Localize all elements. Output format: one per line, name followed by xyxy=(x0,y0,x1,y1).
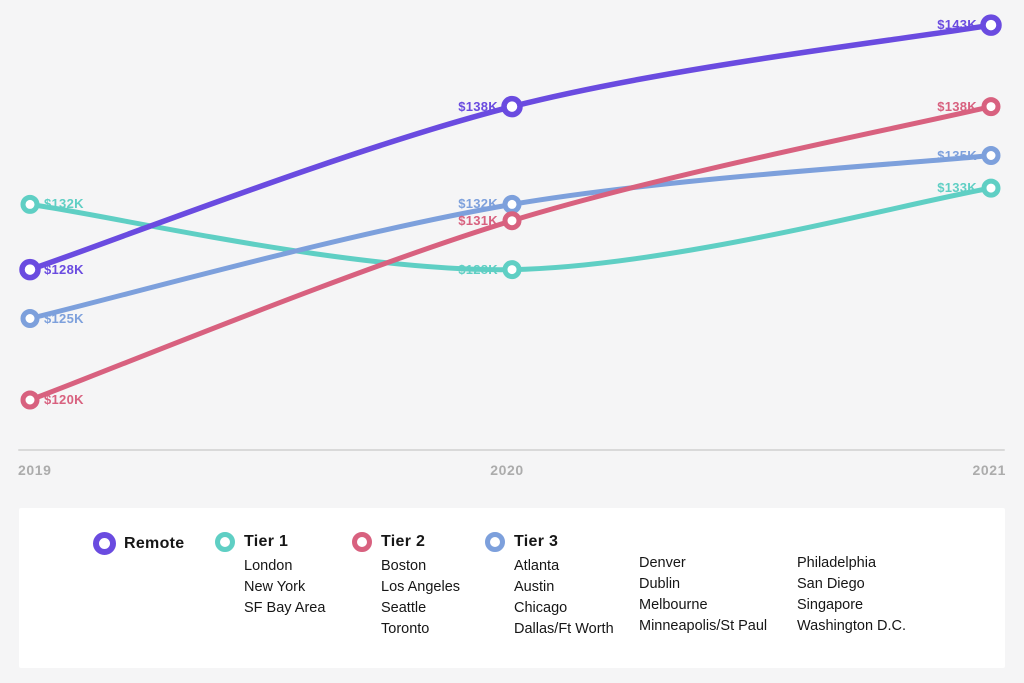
tier-1-ring-icon xyxy=(215,532,235,552)
legend-item-label: Tier 3 xyxy=(514,533,559,550)
legend-city-atlanta: Atlanta xyxy=(514,558,560,574)
legend-city-dallas-ft-worth: Dallas/Ft Worth xyxy=(514,621,614,637)
legend-city-seattle: Seattle xyxy=(381,600,427,616)
x-axis-label-2021: 2021 xyxy=(972,462,1006,478)
legend-panel: Remote Tier 1 London New York SF Bay Area Tie… xyxy=(19,508,1005,668)
legend-city-chicago: Chicago xyxy=(514,600,568,616)
legend-item-header: Tier 1 xyxy=(215,532,325,552)
legend-item-tier-2: Tier 2 Boston Los Angeles Seattle Toronto xyxy=(352,532,460,640)
point-marker-remote-2021 xyxy=(980,14,1002,36)
legend-item-header: Tier 2 xyxy=(352,532,460,552)
legend-city-london: London xyxy=(244,558,293,574)
series-line-remote xyxy=(27,22,994,273)
legend-item-tier-1: Tier 1 London New York SF Bay Area xyxy=(215,532,325,619)
legend-city-column-3: Philadelphia San Diego Singapore Washington… xyxy=(797,553,906,637)
legend-city-boston: Boston xyxy=(381,558,427,574)
legend-city-san-diego: San Diego xyxy=(797,576,865,592)
x-axis-label-2020: 2020 xyxy=(490,462,524,478)
legend-item-label: Tier 2 xyxy=(381,533,426,550)
legend-item-tier-3: Tier 3 Atlanta Austin Chicago Dallas/Ft Wort… xyxy=(485,532,614,640)
series-line-tier-2 xyxy=(27,104,994,403)
legend-item-header: Remote xyxy=(93,532,184,555)
legend-city-dublin: Dublin xyxy=(639,576,681,592)
legend-city-sf-bay-area: SF Bay Area xyxy=(244,600,326,616)
x-axis-line xyxy=(18,449,1005,451)
legend-city-austin: Austin xyxy=(514,579,555,595)
series-line-tier-3 xyxy=(27,153,994,321)
legend-item-label: Tier 1 xyxy=(244,533,289,550)
legend-city-melbourne: Melbourne xyxy=(639,597,708,613)
legend-city-minneapolis-st-paul: Minneapolis/St Paul xyxy=(639,618,768,634)
legend-city-list: Boston Los Angeles Seattle Toronto xyxy=(381,556,460,640)
point-marker-tier-3-2021 xyxy=(981,146,1001,165)
legend-city-new-york: New York xyxy=(244,579,306,595)
legend-city-washington-d-c-: Washington D.C. xyxy=(797,618,907,634)
legend-city-column-2: Denver Dublin Melbourne Minneapolis/St Paul xyxy=(639,553,767,637)
point-marker-tier-1-2020 xyxy=(502,260,522,280)
legend-city-los-angeles: Los Angeles xyxy=(381,579,461,595)
remote-ring-icon xyxy=(93,532,116,555)
x-axis-label-2019: 2019 xyxy=(18,462,52,478)
point-marker-tier-3-2020 xyxy=(502,194,522,214)
tier-3-ring-icon xyxy=(485,532,505,552)
chart-canvas xyxy=(19,14,1002,410)
legend-item-header: Tier 3 xyxy=(485,532,614,552)
point-marker-tier-1-2019 xyxy=(20,194,40,214)
point-marker-tier-2-2019 xyxy=(20,390,40,410)
legend-city-list: London New York SF Bay Area xyxy=(244,556,325,619)
legend-city-philadelphia: Philadelphia xyxy=(797,555,877,571)
legend-item-remote: Remote xyxy=(93,532,184,555)
point-marker-tier-2-2020 xyxy=(502,211,522,231)
point-marker-tier-2-2021 xyxy=(981,97,1001,117)
legend-city-denver: Denver xyxy=(639,555,686,571)
legend-city-singapore: Singapore xyxy=(797,597,864,613)
point-marker-tier-3-2019 xyxy=(20,309,40,328)
point-marker-tier-1-2021 xyxy=(981,178,1001,198)
point-marker-remote-2020 xyxy=(501,95,523,118)
legend-city-list: Atlanta Austin Chicago Dallas/Ft Worth xyxy=(514,556,614,640)
legend-city-toronto: Toronto xyxy=(381,621,430,637)
legend-item-label: Remote xyxy=(124,534,185,552)
point-marker-remote-2019 xyxy=(19,258,41,281)
tier-2-ring-icon xyxy=(352,532,372,552)
